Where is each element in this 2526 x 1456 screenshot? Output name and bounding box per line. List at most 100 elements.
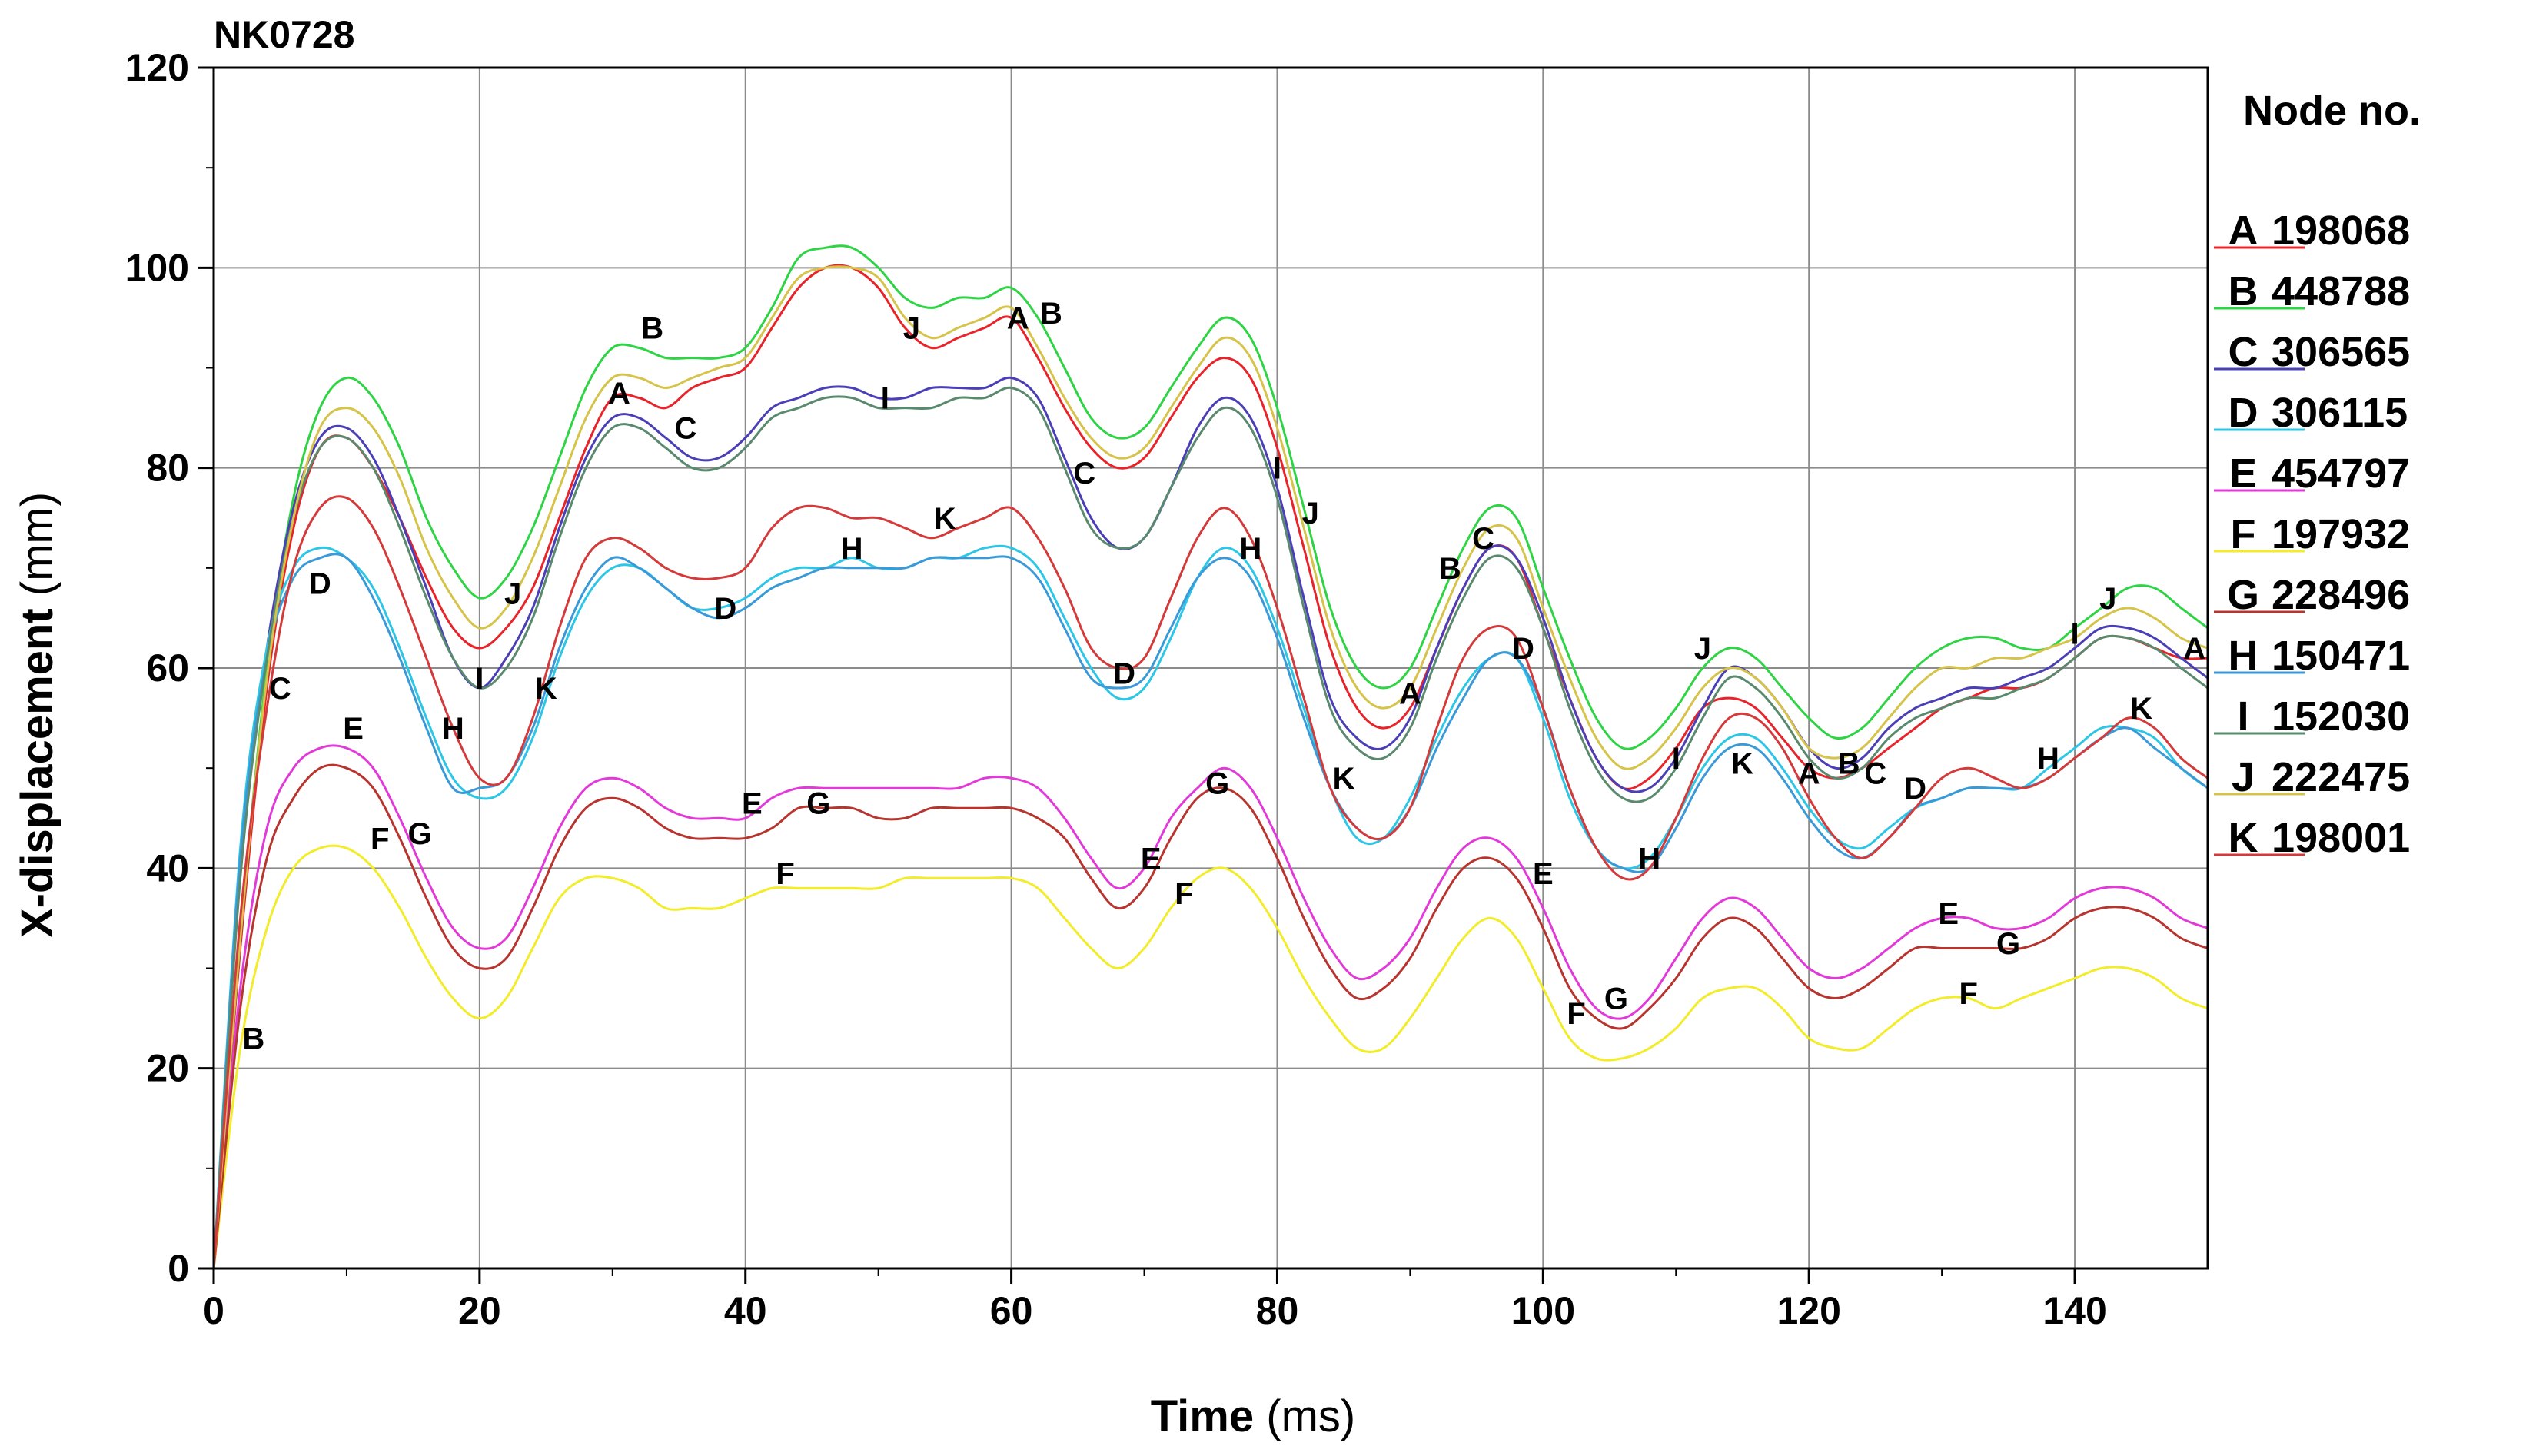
y-tick-label: 80 — [146, 447, 189, 490]
series-tag-j: J — [1694, 632, 1711, 666]
series-tag-a: A — [1798, 757, 1820, 791]
y-axis-unit: (mm) — [12, 492, 62, 596]
series-line-f — [212, 844, 2209, 1269]
series-tag-g: G — [1205, 767, 1229, 801]
x-tick-label: 0 — [203, 1289, 224, 1332]
legend-tag-h: H — [2229, 633, 2258, 679]
series-tag-f: F — [1959, 977, 1978, 1011]
x-tick-label: 140 — [2042, 1289, 2106, 1332]
y-tick-label: 40 — [146, 846, 189, 889]
y-axis-title: X-displacement (mm) — [12, 492, 62, 938]
x-tick-label: 40 — [724, 1289, 767, 1332]
series-tag-a: A — [608, 377, 630, 411]
legend-tag-g: G — [2227, 572, 2259, 618]
y-tick-label: 100 — [125, 246, 189, 289]
series-tag-b: B — [242, 1022, 264, 1056]
y-tick-label: 120 — [125, 46, 189, 89]
series-line-b — [212, 244, 2209, 1269]
series-tag-j: J — [504, 577, 521, 610]
y-axis-label: X-displacement — [12, 608, 62, 938]
series-tag-f: F — [1175, 877, 1193, 911]
series-tag-e: E — [343, 712, 364, 746]
legend-node-c: 306565 — [2272, 329, 2410, 375]
axis-ticks: 0 20 40 60 80 100 120 0 20 40 60 80 100 120 140 — [125, 46, 2107, 1332]
legend-tag-j: J — [2232, 754, 2255, 800]
series-tag-h: H — [1239, 532, 1261, 566]
series-tag-d: D — [1113, 657, 1135, 691]
series-tag-k: K — [535, 672, 557, 706]
legend-tag-e: E — [2229, 450, 2257, 497]
x-tick-label: 100 — [1511, 1289, 1575, 1332]
series-tag-c: C — [1864, 757, 1886, 791]
series-tag-h: H — [2037, 742, 2059, 776]
legend-tag-b: B — [2229, 268, 2258, 314]
series-tag-d: D — [714, 592, 736, 626]
legend-tag-i: I — [2237, 693, 2248, 740]
series-line-h — [212, 553, 2209, 1269]
legend-node-e: 454797 — [2272, 450, 2410, 497]
series-tag-i: I — [1672, 742, 1680, 776]
gridlines — [214, 68, 2208, 1268]
series-line-e — [212, 744, 2209, 1269]
legend-tag-d: D — [2229, 390, 2258, 436]
x-axis-unit: (ms) — [1266, 1391, 1355, 1441]
series-tag-h: H — [841, 532, 863, 566]
series-tag-f: F — [1567, 997, 1585, 1031]
series-tag-c: C — [674, 412, 696, 446]
x-tick-label: 120 — [1777, 1289, 1840, 1332]
x-tick-label: 80 — [1256, 1289, 1299, 1332]
legend-tag-a: A — [2229, 208, 2258, 254]
legend-node-i: 152030 — [2272, 693, 2410, 740]
series-tag-i: I — [1273, 452, 1281, 486]
series-tag-i: I — [475, 662, 484, 696]
series-tag-g: G — [407, 817, 431, 851]
legend-node-a: 198068 — [2272, 208, 2410, 254]
series-tag-f: F — [371, 822, 389, 856]
y-tick-label: 60 — [146, 647, 189, 690]
series-tag-k: K — [934, 502, 956, 536]
legend-node-h: 150471 — [2272, 633, 2410, 679]
series-tag-d: D — [309, 567, 331, 600]
series-tag-b: B — [1439, 552, 1461, 586]
legend-tag-k: K — [2229, 815, 2258, 861]
series-line-g — [212, 763, 2209, 1269]
x-tick-label: 60 — [990, 1289, 1033, 1332]
legend: A 198068 B 448788 C 306565 D 306115 E 454797 F 1979… — [2214, 208, 2410, 861]
series-tag-g: G — [1996, 927, 2020, 961]
series-line-c — [212, 376, 2209, 1269]
legend-node-k: 198001 — [2272, 815, 2410, 861]
series-tag-h: H — [1638, 842, 1660, 876]
series-tag-b: B — [641, 311, 663, 345]
legend-title: Node no. — [2243, 88, 2421, 134]
series-tag-b: B — [1040, 297, 1062, 331]
legend-node-j: 222475 — [2272, 754, 2410, 800]
series-line-i — [212, 386, 2209, 1269]
chart-title: NK0728 — [214, 13, 354, 56]
legend-node-f: 197932 — [2272, 511, 2410, 557]
x-axis-label: Time — [1151, 1391, 1254, 1441]
series-tag-g: G — [806, 787, 830, 821]
y-tick-label: 20 — [146, 1047, 189, 1090]
series-line-j — [212, 265, 2209, 1269]
legend-node-g: 228496 — [2272, 572, 2410, 618]
y-tick-label: 0 — [168, 1247, 189, 1290]
series-tag-j: J — [2099, 582, 2116, 616]
series-tag-d: D — [1512, 632, 1534, 666]
x-tick-label: 20 — [458, 1289, 501, 1332]
legend-tag-f: F — [2231, 511, 2256, 557]
series-tag-j: J — [1302, 497, 1319, 530]
series-line-d — [212, 544, 2209, 1269]
series-tag-i: I — [881, 382, 889, 416]
series-lines — [212, 244, 2209, 1269]
legend-node-b: 448788 — [2272, 268, 2410, 314]
x-axis-title: Time (ms) — [1151, 1391, 1355, 1441]
series-tag-d: D — [1904, 772, 1926, 806]
series-line-k — [212, 495, 2209, 1269]
series-tag-a: A — [1399, 677, 1421, 711]
series-tag-e: E — [1533, 857, 1554, 891]
legend-tag-c: C — [2229, 329, 2258, 375]
series-tag-k: K — [2130, 692, 2152, 726]
legend-node-d: 306115 — [2272, 390, 2408, 436]
